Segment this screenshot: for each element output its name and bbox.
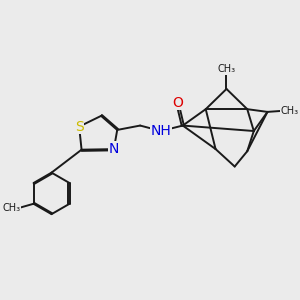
Text: N: N bbox=[109, 142, 119, 156]
Text: CH₃: CH₃ bbox=[280, 106, 298, 116]
Text: CH₃: CH₃ bbox=[3, 203, 21, 213]
Text: NH: NH bbox=[151, 124, 171, 138]
Text: CH₃: CH₃ bbox=[218, 64, 236, 74]
Text: O: O bbox=[172, 96, 183, 110]
Text: S: S bbox=[75, 120, 83, 134]
